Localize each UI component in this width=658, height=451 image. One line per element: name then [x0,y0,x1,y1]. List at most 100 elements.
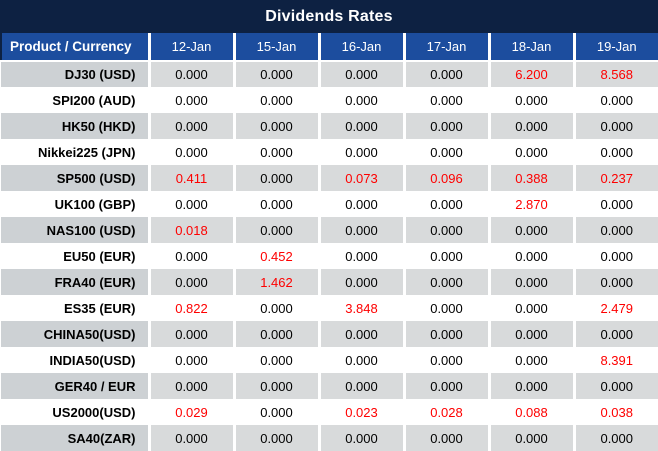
table-row: US2000(USD) 0.029 0.000 0.023 0.028 0.088 0.03… [1,399,658,425]
dividend-value-cell: 0.000 [574,243,658,269]
dividend-value-cell: 0.000 [149,269,236,295]
dividend-value-cell: 0.000 [404,217,491,243]
dividend-value-cell: 0.000 [149,139,236,165]
dividend-value-cell: 0.088 [489,399,576,425]
dividend-value-cell: 0.000 [149,425,236,451]
dividend-value-cell: 0.000 [574,191,658,217]
dividend-value-cell: 0.452 [234,243,321,269]
product-cell: ES35 (EUR) [1,295,151,321]
dividend-value-cell: 0.000 [404,87,491,113]
dividend-value-cell: 0.023 [319,399,406,425]
dividend-value-cell: 0.000 [319,321,406,347]
dividend-value-cell: 0.000 [489,113,576,139]
product-cell: Nikkei225 (JPN) [1,139,151,165]
table-row: DJ30 (USD) 0.000 0.000 0.000 0.000 6.200 8.568 [1,61,658,87]
product-cell: GER40 / EUR [1,373,151,399]
dividend-value-cell: 0.388 [489,165,576,191]
table-row: SA40(ZAR) 0.000 0.000 0.000 0.000 0.000 0.000 [1,425,658,451]
dividend-value-cell: 0.000 [319,347,406,373]
table-row: SPI200 (AUD) 0.000 0.000 0.000 0.000 0.000 0.0… [1,87,658,113]
dividend-value-cell: 0.000 [234,425,321,451]
dividend-value-cell: 0.000 [234,191,321,217]
dividend-value-cell: 0.096 [404,165,491,191]
dividend-value-cell: 0.411 [149,165,236,191]
product-cell: INDIA50(USD) [1,347,151,373]
dividend-value-cell: 0.000 [574,269,658,295]
dividend-value-cell: 0.000 [319,113,406,139]
dividend-value-cell: 0.000 [319,191,406,217]
dividend-value-cell: 0.073 [319,165,406,191]
date-column-header: 12-Jan [149,33,236,62]
dividend-value-cell: 0.000 [404,243,491,269]
dividend-value-cell: 0.000 [149,347,236,373]
table-row: UK100 (GBP) 0.000 0.000 0.000 0.000 2.870 0.00… [1,191,658,217]
dividend-value-cell: 0.000 [489,347,576,373]
product-cell: SPI200 (AUD) [1,87,151,113]
product-cell: CHINA50(USD) [1,321,151,347]
dividend-value-cell: 0.000 [319,425,406,451]
dividend-value-cell: 0.000 [234,113,321,139]
dividend-value-cell: 0.000 [234,373,321,399]
dividend-value-cell: 0.000 [574,87,658,113]
title-bar: Dividends Rates [0,0,658,33]
dividend-value-cell: 0.000 [319,243,406,269]
table-row: CHINA50(USD) 0.000 0.000 0.000 0.000 0.000 0.0… [1,321,658,347]
dividend-value-cell: 0.000 [234,165,321,191]
dividend-value-cell: 0.000 [149,87,236,113]
dividend-value-cell: 0.000 [319,269,406,295]
dividend-value-cell: 0.029 [149,399,236,425]
dividend-value-cell: 0.000 [319,373,406,399]
dividend-value-cell: 0.000 [234,399,321,425]
date-column-header: 17-Jan [404,33,491,62]
table-header-row: Product / Currency 12-Jan 15-Jan 16-Jan 17-J… [0,33,658,62]
dividend-value-cell: 0.000 [234,139,321,165]
dividend-value-cell: 0.000 [574,217,658,243]
dividend-value-cell: 0.000 [149,321,236,347]
dividend-value-cell: 0.000 [404,61,491,87]
product-cell: FRA40 (EUR) [1,269,151,295]
dividend-value-cell: 0.000 [404,321,491,347]
dividend-value-cell: 0.000 [234,321,321,347]
dividend-value-cell: 0.000 [404,373,491,399]
dividend-value-cell: 0.000 [574,113,658,139]
dividend-value-cell: 0.000 [574,139,658,165]
product-currency-column-header: Product / Currency [0,33,151,62]
dividend-value-cell: 8.391 [574,347,658,373]
dividend-value-cell: 2.479 [574,295,658,321]
dividend-value-cell: 0.000 [404,347,491,373]
dividend-value-cell: 0.000 [234,347,321,373]
dividend-value-cell: 0.000 [149,113,236,139]
table-row: HK50 (HKD) 0.000 0.000 0.000 0.000 0.000 0.000 [1,113,658,139]
dividend-value-cell: 0.000 [489,243,576,269]
dividend-value-cell: 0.000 [489,139,576,165]
dividend-value-cell: 8.568 [574,61,658,87]
dividend-value-cell: 0.000 [149,191,236,217]
dividend-value-cell: 0.000 [319,61,406,87]
dividend-value-cell: 0.000 [149,61,236,87]
product-cell: SA40(ZAR) [1,425,151,451]
dividend-value-cell: 0.000 [404,269,491,295]
dividend-value-cell: 0.028 [404,399,491,425]
dividend-value-cell: 0.000 [319,139,406,165]
dividend-value-cell: 0.000 [404,295,491,321]
table-row: INDIA50(USD) 0.000 0.000 0.000 0.000 0.000 8.3… [1,347,658,373]
product-cell: NAS100 (USD) [1,217,151,243]
dividend-value-cell: 0.000 [404,139,491,165]
table-row: FRA40 (EUR) 0.000 1.462 0.000 0.000 0.000 0.00… [1,269,658,295]
dividend-value-cell: 0.000 [574,321,658,347]
product-cell: DJ30 (USD) [1,61,151,87]
dividend-value-cell: 0.000 [234,87,321,113]
dividend-value-cell: 0.000 [319,217,406,243]
dividend-value-cell: 0.000 [404,191,491,217]
date-column-header: 19-Jan [574,33,658,62]
date-column-header: 18-Jan [489,33,576,62]
product-cell: UK100 (GBP) [1,191,151,217]
dividend-value-cell: 0.000 [234,217,321,243]
dividend-value-cell: 0.000 [234,61,321,87]
table-row: ES35 (EUR) 0.822 0.000 3.848 0.000 0.000 2.479 [1,295,658,321]
dividend-value-cell: 3.848 [319,295,406,321]
table-row: SP500 (USD) 0.411 0.000 0.073 0.096 0.388 0.23… [1,165,658,191]
dividend-value-cell: 0.000 [489,373,576,399]
dividend-value-cell: 0.000 [234,295,321,321]
